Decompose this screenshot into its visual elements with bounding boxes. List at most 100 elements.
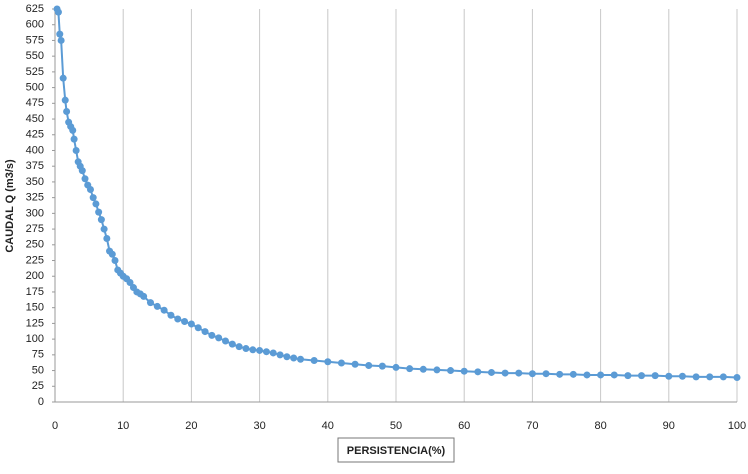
point (57, 36, 65, 44)
point (174, 315, 182, 323)
point (528, 370, 536, 378)
point (63, 107, 71, 115)
point (692, 373, 700, 381)
y-tick-label: 200 (26, 270, 44, 282)
y-tick-label: 425 (26, 129, 44, 141)
point (86, 185, 94, 193)
point (447, 367, 455, 375)
series-line (56, 8, 738, 379)
point (167, 311, 175, 319)
x-tick-label: 0 (52, 420, 58, 432)
point (678, 372, 686, 380)
point (81, 175, 89, 183)
point (487, 368, 495, 376)
point (365, 362, 373, 370)
point (111, 257, 119, 265)
x-label-box (337, 437, 455, 463)
point (324, 358, 332, 366)
point (160, 306, 168, 314)
point (249, 346, 257, 354)
point (89, 194, 97, 202)
point (97, 216, 105, 224)
point (610, 371, 618, 379)
x-tick-label: 60 (458, 420, 470, 432)
x-tick-label: 10 (117, 420, 129, 432)
point (310, 356, 318, 364)
y-tick-label: 100 (26, 333, 44, 345)
point (201, 328, 209, 336)
point (719, 373, 727, 381)
x-tick-label: 90 (663, 420, 675, 432)
y-tick-label: 25 (32, 380, 44, 392)
point (433, 366, 441, 374)
point (392, 363, 400, 371)
point (69, 126, 77, 134)
point (706, 373, 714, 381)
x-tick-label: 40 (322, 420, 334, 432)
point (256, 346, 264, 354)
point (378, 362, 386, 370)
x-tick-label: 80 (594, 420, 606, 432)
point (297, 355, 305, 363)
point (100, 225, 108, 233)
y-tick-label: 250 (26, 239, 44, 251)
point (665, 372, 673, 380)
y-tick-label: 0 (38, 396, 44, 408)
point (556, 370, 564, 378)
point (95, 208, 103, 216)
point (262, 348, 270, 356)
y-tick-label: 625 (26, 3, 44, 15)
point (215, 334, 223, 342)
point (460, 367, 468, 375)
point (181, 318, 189, 326)
point (419, 365, 427, 373)
point (351, 360, 359, 368)
point (146, 299, 154, 307)
point (59, 74, 67, 82)
y-tick-label: 150 (26, 302, 44, 314)
point (78, 167, 86, 175)
y-tick-label: 225 (26, 254, 44, 266)
point (108, 250, 116, 258)
y-tick-label: 600 (26, 19, 44, 31)
y-tick-label: 475 (26, 97, 44, 109)
y-tick-label: 550 (26, 50, 44, 62)
point (474, 368, 482, 376)
y-tick-label: 375 (26, 160, 44, 172)
point (276, 351, 284, 359)
y-tick-label: 350 (26, 176, 44, 188)
point (61, 96, 69, 104)
y-tick-label: 300 (26, 207, 44, 219)
point (651, 372, 659, 380)
point (92, 200, 100, 208)
x-tick-label: 100 (728, 420, 746, 432)
point (140, 292, 148, 300)
point (515, 369, 523, 377)
y-tick-label: 525 (26, 66, 44, 78)
point (638, 372, 646, 380)
point (235, 343, 243, 351)
y-axis-title: CAUDAL Q (m3/s) (4, 159, 16, 253)
point (406, 365, 414, 373)
x-axis-title: PERSISTENCIA(%) (347, 445, 446, 457)
point (153, 302, 161, 310)
y-tick-label: 175 (26, 286, 44, 298)
point (126, 279, 134, 287)
point (624, 372, 632, 380)
y-tick-label: 400 (26, 144, 44, 156)
point (583, 371, 591, 379)
y-tick-label: 75 (32, 349, 44, 361)
point (56, 30, 64, 38)
point (222, 337, 229, 345)
point (501, 369, 509, 377)
y-tick-label: 575 (26, 34, 44, 46)
point (269, 349, 277, 357)
point (194, 324, 202, 332)
y-tick-label: 275 (26, 223, 44, 235)
point (597, 371, 605, 379)
x-tick-label: 50 (390, 420, 402, 432)
y-tick-label: 325 (26, 192, 44, 204)
x-tick-label: 30 (253, 420, 265, 432)
point (72, 146, 80, 154)
